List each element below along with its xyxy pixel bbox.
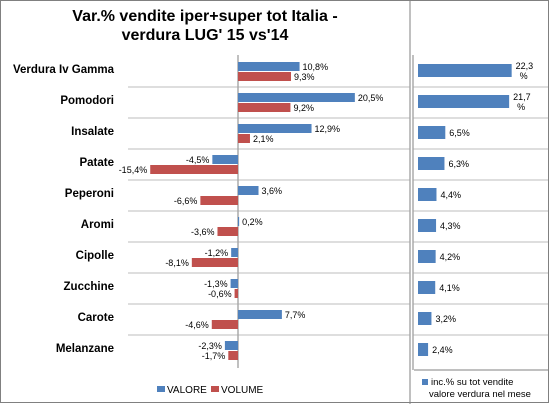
category-label-patate: Patate [79, 157, 114, 169]
category-label-peperoni: Peperoni [65, 188, 114, 200]
bar-valore-melanzane [224, 341, 238, 350]
bar-valore-cipolle [231, 248, 238, 257]
bar-volume-zucchine [234, 289, 238, 298]
data-label-valore-insalate: 12,9% [315, 124, 341, 134]
data-label-incidence-aromi: 4,3% [440, 221, 461, 231]
data-label-volume-pomodori: 9,2% [293, 103, 314, 113]
category-label-insalate: Insalate [71, 126, 114, 138]
bar-valore-pomodori [238, 93, 355, 102]
category-label-melanzane: Melanzane [56, 343, 114, 355]
bar-incidence-patate [418, 157, 445, 170]
bar-incidence-verdura-iv-gamma [418, 64, 512, 77]
data-label-volume-carote: -4,6% [185, 320, 209, 330]
data-label-volume-zucchine: -0,6% [208, 289, 232, 299]
bar-valore-zucchine [230, 279, 238, 288]
data-label-valore-zucchine: -1,3% [204, 279, 228, 289]
bar-volume-patate [150, 165, 238, 174]
data-label-incidence-verdura-iv-gamma: 22,3% [516, 61, 534, 81]
legend-label-incidence-line2: valore verdura nel mese [429, 389, 531, 400]
data-label-volume-aromi: -3,6% [191, 227, 215, 237]
bar-incidence-pomodori [418, 95, 510, 108]
bar-incidence-zucchine [418, 281, 436, 294]
legend-label-volume: VOLUME [221, 385, 264, 396]
category-label-pomodori: Pomodori [60, 95, 114, 107]
bar-valore-verdura-iv-gamma [238, 62, 300, 71]
data-label-incidence-carote: 3,2% [435, 314, 456, 324]
data-label-valore-peperoni: 3,6% [262, 186, 283, 196]
bar-volume-melanzane [228, 351, 238, 360]
chart-title-line-2: verdura LUG' 15 vs'14 [121, 27, 289, 44]
data-label-volume-peperoni: -6,6% [174, 196, 198, 206]
category-label-cipolle: Cipolle [76, 250, 114, 262]
bar-incidence-aromi [418, 219, 437, 232]
data-label-volume-cipolle: -8,1% [165, 258, 189, 268]
category-label-carote: Carote [78, 312, 114, 324]
data-label-valore-pomodori: 20,5% [358, 93, 384, 103]
data-label-incidence-cipolle: 4,2% [440, 252, 461, 262]
data-label-valore-cipolle: -1,2% [205, 248, 229, 258]
category-label-zucchine: Zucchine [64, 281, 114, 293]
bar-volume-cipolle [191, 258, 238, 267]
legend-label-incidence-line1: inc.% su tot vendite [431, 377, 513, 388]
bar-volume-carote [211, 320, 238, 329]
bar-incidence-peperoni [418, 188, 437, 201]
bar-valore-aromi [238, 217, 240, 226]
data-label-volume-patate: -15,4% [119, 165, 148, 175]
bar-valore-peperoni [238, 186, 259, 195]
category-label-verdura-iv-gamma: Verdura Iv Gamma [13, 64, 115, 76]
data-label-volume-verdura-iv-gamma: 9,3% [294, 72, 315, 82]
bar-incidence-carote [418, 312, 432, 325]
data-label-valore-carote: 7,7% [285, 310, 306, 320]
bar-volume-peperoni [200, 196, 238, 205]
data-label-incidence-pomodori: 21,7% [513, 92, 531, 112]
legend-swatch-valore [157, 386, 165, 392]
category-label-aromi: Aromi [81, 219, 114, 231]
bar-incidence-insalate [418, 126, 446, 139]
data-label-incidence-melanzane: 2,4% [432, 345, 453, 355]
data-label-valore-verdura-iv-gamma: 10,8% [303, 62, 329, 72]
chart-title-line-1: Var.% vendite iper+super tot Italia - [72, 8, 338, 25]
bar-valore-patate [212, 155, 238, 164]
bar-volume-verdura-iv-gamma [238, 72, 292, 81]
data-label-incidence-patate: 6,3% [448, 159, 469, 169]
bar-volume-insalate [238, 134, 250, 143]
bar-incidence-cipolle [418, 250, 436, 263]
legend-swatch-volume [211, 386, 219, 392]
legend-label-valore: VALORE [167, 385, 207, 396]
bar-valore-insalate [238, 124, 312, 133]
bar-volume-pomodori [238, 103, 291, 112]
bar-incidence-melanzane [418, 343, 429, 356]
bar-volume-aromi [217, 227, 238, 236]
data-label-valore-patate: -4,5% [186, 155, 210, 165]
legend-swatch-incidence [422, 379, 428, 385]
data-label-incidence-peperoni: 4,4% [440, 190, 461, 200]
data-label-valore-aromi: 0,2% [242, 217, 263, 227]
bar-valore-carote [238, 310, 282, 319]
data-label-incidence-zucchine: 4,1% [439, 283, 460, 293]
data-label-volume-insalate: 2,1% [253, 134, 274, 144]
data-label-volume-melanzane: -1,7% [202, 351, 226, 361]
data-label-incidence-insalate: 6,5% [449, 128, 470, 138]
data-label-valore-melanzane: -2,3% [198, 341, 222, 351]
